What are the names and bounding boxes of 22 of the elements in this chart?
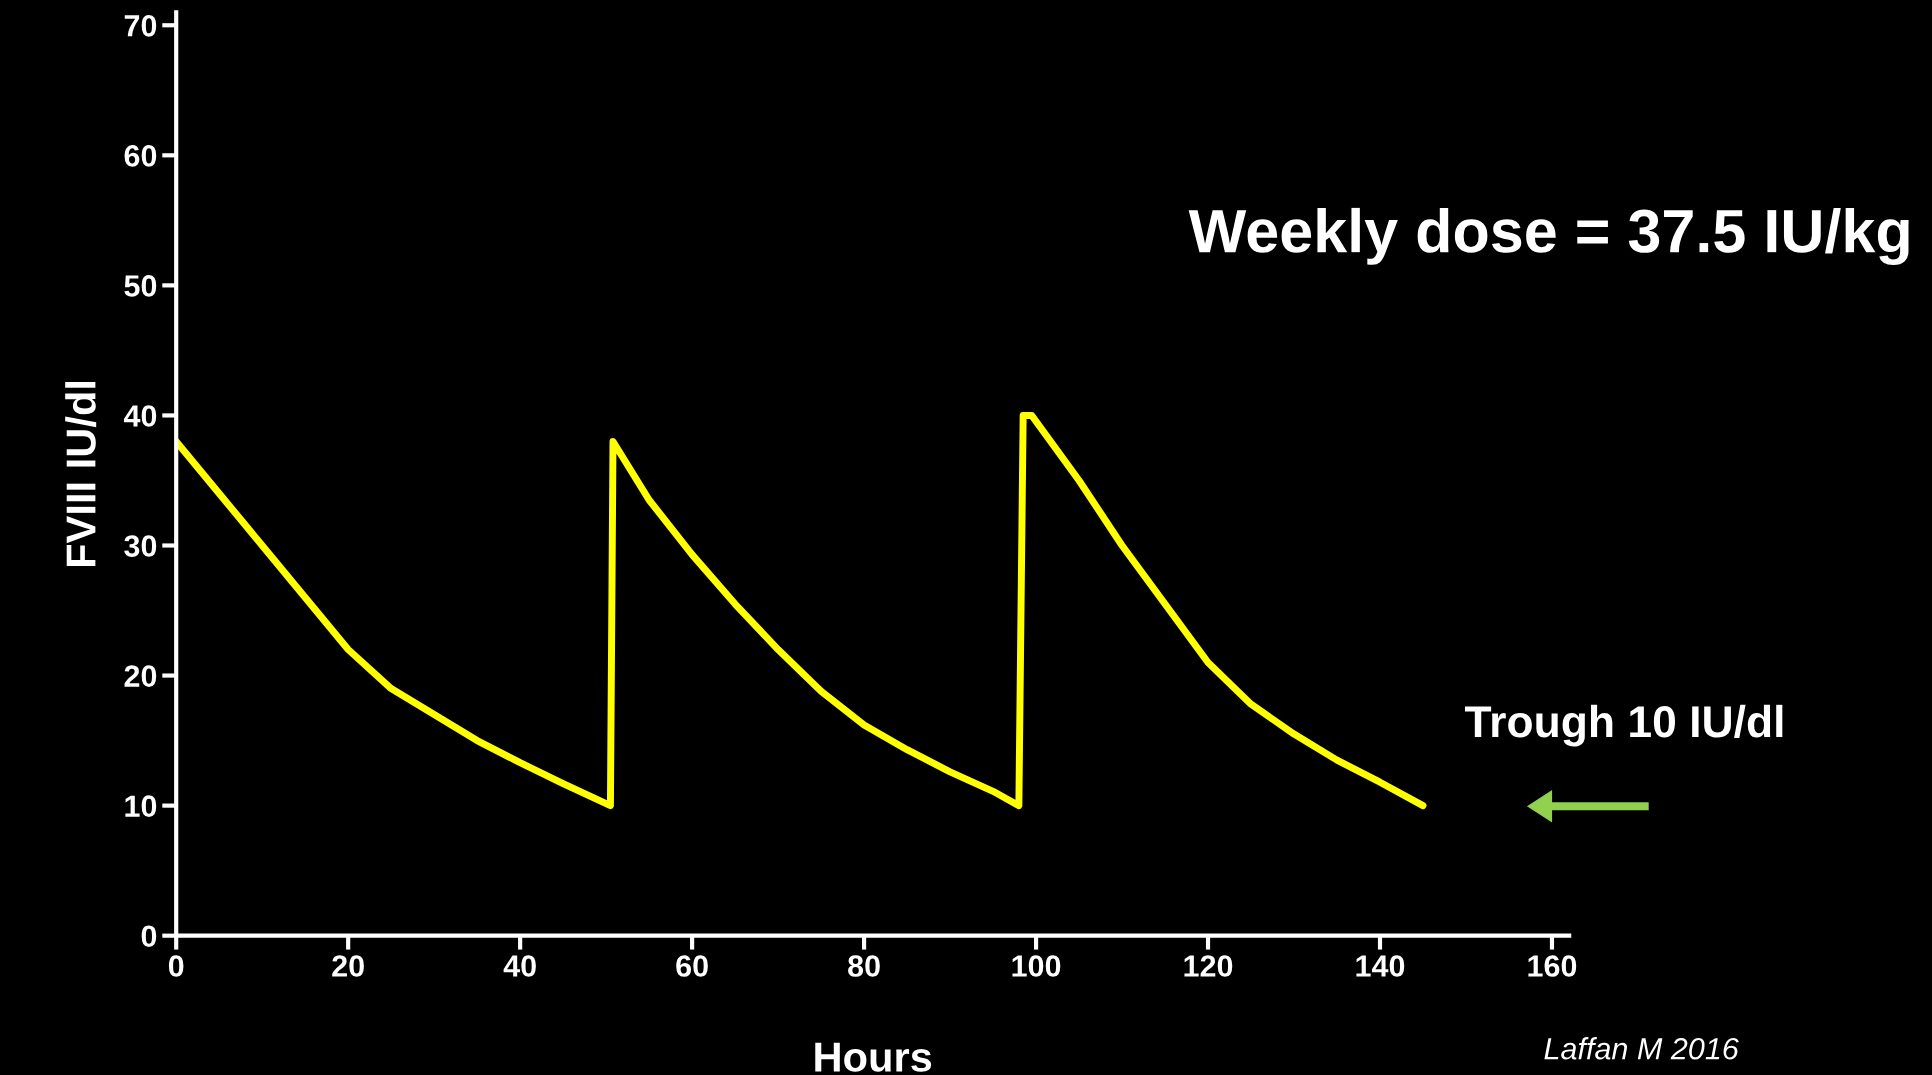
x-axis-title: Hours [815,1042,932,1072]
x-tick-label: 80 [848,955,880,977]
y-tick-label: 0 [141,925,157,948]
x-tick-label: 40 [503,955,536,977]
x-tick-label: 60 [676,955,708,977]
y-tick-label: 40 [123,405,157,427]
x-tick-label: 20 [332,955,364,977]
y-tick-label: 10 [125,795,157,817]
y-axis-title: FVIII IU/dl [65,382,97,567]
y-tick-label: 60 [124,145,157,167]
y-tick-label: 50 [124,275,157,297]
y-tick-label: 20 [124,665,157,687]
x-tick-label: 160 [1528,955,1577,977]
y-tick-label: 70 [124,15,157,37]
x-tick-label: 0 [168,955,184,977]
annotation: Trough 10 IU/dl [1464,704,1783,747]
x-tick-label: 120 [1184,955,1233,977]
text: Laffan M 2016 [1544,1037,1739,1060]
y-tick-label: 30 [124,535,157,557]
annotation: Weekly dose = 37.5 IU/kg [1188,207,1909,266]
x-tick-label: 100 [1012,955,1061,977]
x-tick-label: 140 [1356,955,1405,977]
